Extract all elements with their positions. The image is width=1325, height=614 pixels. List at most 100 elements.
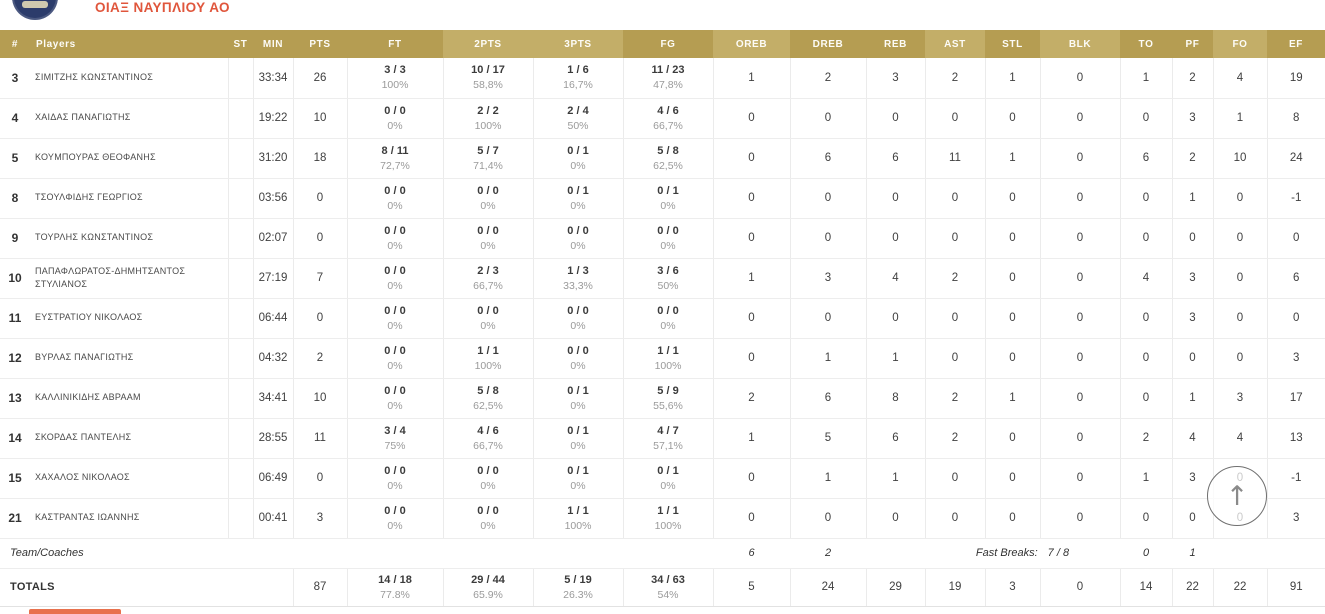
col-header-pts: PTS [293,30,347,58]
player-3pts-percentage: 33,3% [563,279,593,292]
player-2pts: 0 / 0 0% [442,498,533,539]
player-ef: 3 [1266,498,1325,539]
col-header-to: TO [1120,30,1172,58]
player-oreb: 2 [712,378,790,419]
totals-stl: 3 [984,568,1040,607]
player-ft-percentage: 0% [387,279,403,292]
player-2pts-made-attempted: 0 / 0 [477,184,499,197]
player-number: 10 [0,258,30,299]
player-fo: 0 [1212,218,1267,259]
player-st [227,338,253,379]
totals-pf: 22 [1171,568,1213,607]
player-row: 21 ΚΑΣΤΡΑΝΤΑΣ ΙΩΑΝΝΗΣ 00:41 3 0 / 0 0% 0 / 0 0%… [0,498,1325,539]
player-row: 8 ΤΣΟΥΛΦΙΔΗΣ ΓΕΩΡΓΙΟΣ 03:56 0 0 / 0 0% 0 / 0 0%… [0,178,1325,219]
player-2pts-percentage: 71,4% [473,159,503,172]
player-name: ΧΑΙΔΑΣ ΠΑΝΑΓΙΩΤΗΣ [30,98,228,139]
player-fo: 0 [1212,298,1267,339]
col-header-reb: REB [866,30,925,58]
player-blk: 0 [1039,298,1120,339]
player-fo: 4 [1212,418,1267,459]
player-st [227,418,253,459]
player-to: 1 [1119,458,1172,499]
team-coaches-spacer [347,538,713,569]
player-fg-percentage: 62,5% [653,159,683,172]
player-dreb: 0 [789,498,866,539]
scroll-to-top-button[interactable]: ↑ [1207,466,1267,526]
player-min: 34:41 [252,378,293,419]
player-3pts-made-attempted: 0 / 1 [567,384,589,397]
player-pts: 10 [292,378,347,419]
player-ft-percentage: 0% [387,319,403,332]
fast-breaks-value: 7 / 8 [1047,547,1070,559]
player-fo: 1 [1212,98,1267,139]
player-blk: 0 [1039,138,1120,179]
player-number: 4 [0,98,30,139]
player-oreb: 0 [712,218,790,259]
player-pf: 0 [1171,218,1213,259]
col-header-players: Players [30,30,228,58]
player-2pts-percentage: 66,7% [473,279,503,292]
player-3pts-made-attempted: 1 / 1 [567,504,589,517]
player-dreb: 3 [789,258,866,299]
player-reb: 6 [865,138,925,179]
player-2pts-made-attempted: 2 / 2 [477,104,499,117]
col-header-2pts: 2PTS [443,30,533,58]
player-fg-percentage: 55,6% [653,399,683,412]
player-ft-percentage: 75% [384,439,406,452]
player-stl: 0 [984,458,1040,499]
player-3pts: 0 / 0 0% [532,298,623,339]
totals-to: 14 [1119,568,1172,607]
player-reb: 3 [865,58,925,99]
col-header-fg: FG [623,30,713,58]
player-dreb: 6 [789,138,866,179]
player-ft-percentage: 0% [387,359,403,372]
player-fg-percentage: 0% [660,479,676,492]
player-ef: 0 [1266,218,1325,259]
col-header-st: ST [228,30,253,58]
player-ft: 0 / 0 0% [346,98,443,139]
player-min: 28:55 [252,418,293,459]
player-ft-made-attempted: 0 / 0 [384,184,406,197]
team-coaches-fo [1213,538,1267,569]
player-st [227,378,253,419]
player-min: 03:56 [252,178,293,219]
player-name: ΚΑΛΛΙΝΙΚΙΔΗΣ ΑΒΡΑΑΜ [30,378,228,419]
player-min: 27:19 [252,258,293,299]
player-fo: 4 [1212,58,1267,99]
player-ft: 0 / 0 0% [346,338,443,379]
team-logo-emblem [22,1,48,8]
player-2pts-made-attempted: 5 / 8 [477,384,499,397]
player-pts: 0 [292,458,347,499]
player-row: 13 ΚΑΛΛΙΝΙΚΙΔΗΣ ΑΒΡΑΑΜ 34:41 10 0 / 0 0% 5 / 8… [0,378,1325,419]
totals-fg: 34 / 63 54% [622,568,713,607]
fast-breaks-label: Fast Breaks: [975,547,1038,559]
player-2pts-percentage: 0% [480,239,496,252]
bottom-partial-button[interactable] [29,609,121,614]
player-blk: 0 [1039,218,1120,259]
player-ft: 0 / 0 0% [346,458,443,499]
player-ft-percentage: 0% [387,519,403,532]
player-fg-made-attempted: 5 / 9 [657,384,679,397]
player-oreb: 0 [712,298,790,339]
player-2pts-percentage: 0% [480,199,496,212]
player-dreb: 0 [789,98,866,139]
fast-breaks: Fast Breaks: 7 / 8 [925,538,1120,569]
player-ft-percentage: 0% [387,199,403,212]
player-to: 0 [1119,218,1172,259]
player-fg-percentage: 0% [660,239,676,252]
player-number: 21 [0,498,30,539]
player-3pts-percentage: 0% [570,159,586,172]
player-oreb: 0 [712,338,790,379]
player-2pts-percentage: 100% [474,119,502,132]
player-ast: 0 [924,458,985,499]
player-name: ΤΣΟΥΛΦΙΔΗΣ ΓΕΩΡΓΙΟΣ [30,178,228,219]
player-ft-percentage: 0% [387,239,403,252]
player-3pts-made-attempted: 0 / 0 [567,304,589,317]
player-fg-made-attempted: 0 / 0 [657,304,679,317]
player-dreb: 1 [789,338,866,379]
totals-ef: 91 [1266,568,1325,607]
totals-ft: 14 / 18 77.8% [346,568,443,607]
totals-fo: 22 [1212,568,1267,607]
player-3pts-made-attempted: 0 / 1 [567,144,589,157]
player-row: 10 ΠΑΠΑΦΛΩΡΑΤΟΣ-ΔΗΜΗΤΣΑΝΤΟΣ ΣΤΥΛΙΑΝΟΣ 27:1… [0,258,1325,299]
